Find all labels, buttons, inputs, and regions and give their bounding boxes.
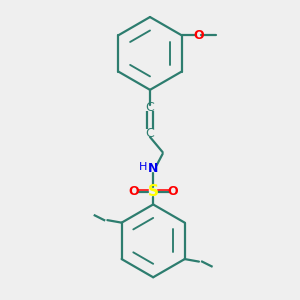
Text: C: C: [146, 127, 154, 140]
Text: O: O: [194, 29, 204, 42]
Text: H: H: [139, 162, 147, 172]
Text: O: O: [167, 185, 178, 198]
Text: S: S: [148, 184, 159, 199]
Text: O: O: [128, 185, 139, 198]
Text: N: N: [148, 163, 158, 176]
Text: C: C: [146, 101, 154, 114]
